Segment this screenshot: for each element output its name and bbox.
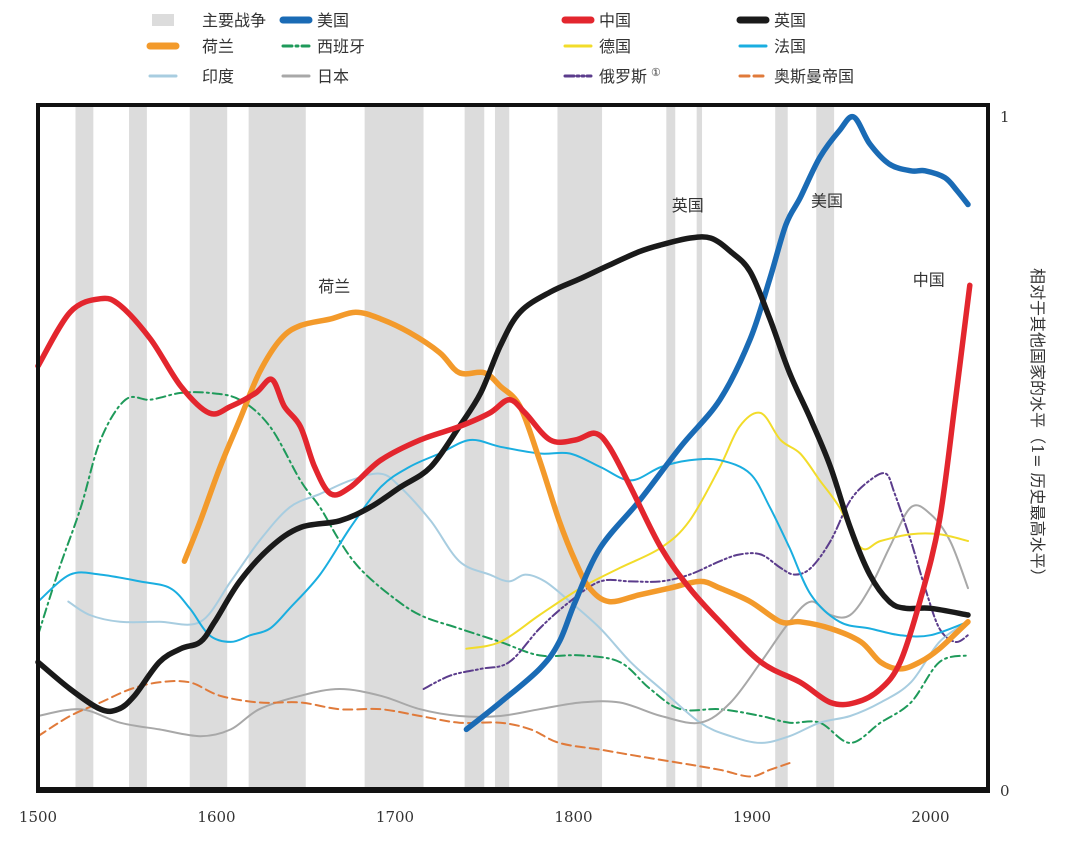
- war-band: [75, 107, 94, 788]
- legend-label: 美国: [317, 11, 349, 30]
- series-line-8: [37, 504, 969, 738]
- series-lines: [35, 113, 973, 778]
- legend-item: 主要战争: [152, 11, 266, 30]
- series-line-5: [465, 411, 969, 650]
- legend-item: 俄罗斯 ①: [563, 66, 661, 86]
- series-line-10: [37, 680, 791, 778]
- annotation-label: 荷兰: [318, 277, 350, 296]
- legend-item: 英国: [736, 11, 806, 30]
- legend-item: 中国: [561, 11, 631, 30]
- series-line-4: [37, 391, 969, 744]
- legend-label: 德国: [599, 37, 631, 56]
- annotation-label: 中国: [913, 270, 945, 289]
- war-band: [557, 107, 603, 788]
- x-tick-label: 1600: [197, 808, 235, 826]
- x-tick-label: 1900: [733, 808, 771, 826]
- series-line-9: [422, 472, 969, 690]
- war-band: [364, 107, 424, 788]
- x-tick-label: 2000: [911, 808, 949, 826]
- war-band: [775, 107, 788, 788]
- war-band: [666, 107, 676, 788]
- y-tick-1: 1: [1000, 108, 1010, 126]
- legend-item: 荷兰: [146, 37, 234, 56]
- y-axis-label: 相对于其他国家的水平（1= 历史最高水平）: [1028, 268, 1047, 585]
- war-band: [464, 107, 485, 788]
- series-line-2: [35, 234, 971, 715]
- series-line-3: [181, 309, 971, 672]
- legend-item: 美国: [279, 11, 349, 30]
- war-band: [248, 107, 306, 788]
- annotation-label: 英国: [672, 196, 704, 215]
- legend-label: 英国: [774, 11, 806, 30]
- series-line-1: [35, 282, 973, 708]
- legend-label: 奥斯曼帝国: [774, 67, 854, 86]
- x-tick-label: 1800: [554, 808, 592, 826]
- war-band: [696, 107, 703, 788]
- legend-item: 德国: [563, 37, 631, 56]
- war-band: [189, 107, 228, 788]
- annotation-label: 美国: [811, 192, 843, 211]
- legend-label: 西班牙: [317, 37, 365, 56]
- series-line-0: [463, 113, 971, 733]
- x-tick-labels: 1500 1600 1700 1800 1900 2000: [19, 808, 950, 826]
- legend-label: 法国: [774, 37, 806, 56]
- legend-label: 荷兰: [202, 37, 234, 56]
- legend-label: 中国: [599, 11, 631, 30]
- legend-item: 奥斯曼帝国: [738, 67, 854, 86]
- legend-item: 西班牙: [281, 37, 365, 56]
- legend-swatch: [152, 14, 174, 26]
- legend-label: 印度: [202, 67, 234, 86]
- legend-label: 俄罗斯 ①: [599, 66, 661, 86]
- legend-item: 法国: [738, 37, 806, 56]
- series-line-6: [37, 438, 969, 643]
- war-band: [129, 107, 147, 788]
- y-tick-0: 0: [1000, 782, 1010, 800]
- legend-label: 日本: [317, 67, 349, 86]
- legend-item: 日本: [281, 67, 349, 86]
- war-bands: [75, 107, 835, 788]
- series-line-7: [67, 472, 969, 744]
- x-tick-label: 1500: [19, 808, 57, 826]
- legend-item: 印度: [148, 67, 234, 86]
- x-tick-label: 1700: [376, 808, 414, 826]
- legend-label: 主要战争: [202, 11, 266, 30]
- plot-frame: [36, 103, 990, 792]
